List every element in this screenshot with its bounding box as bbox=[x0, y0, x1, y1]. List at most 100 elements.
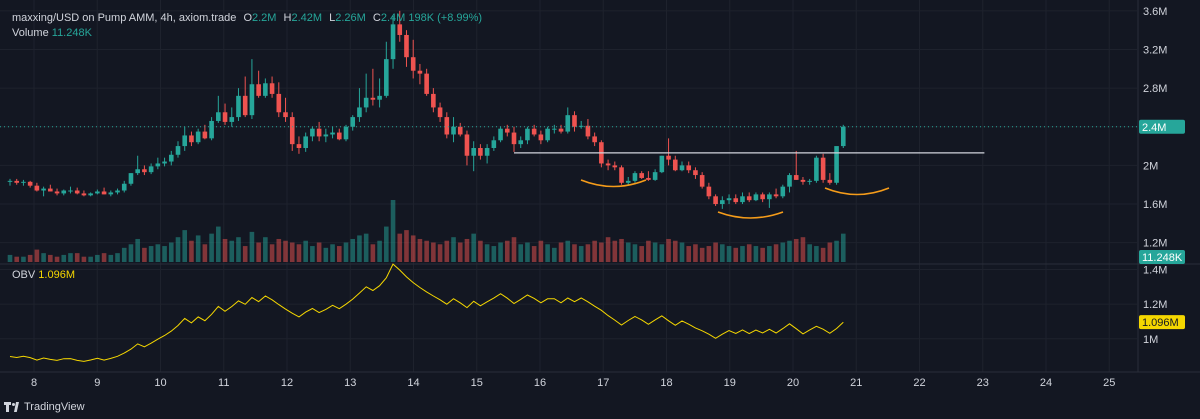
axes: 1.2M 1.6M 2M 2.4M 2.8M 3.2M 3.6M 1M 1.2M 1.4M 8 9 10… bbox=[31, 6, 1185, 389]
volume-bar bbox=[148, 246, 154, 262]
candle-body bbox=[558, 128, 564, 132]
open-value: 2.2M bbox=[252, 12, 277, 24]
volume-bar bbox=[767, 246, 772, 262]
high-value: 2.42M bbox=[291, 12, 323, 24]
candle-body bbox=[343, 126, 349, 140]
volume-bar bbox=[135, 238, 140, 262]
volume-bar bbox=[263, 237, 268, 262]
volume-bar bbox=[444, 240, 450, 262]
time-tick-label: 10 bbox=[154, 377, 166, 389]
volume-bar bbox=[431, 242, 436, 262]
volume-bar bbox=[216, 226, 221, 262]
candle-body bbox=[323, 134, 329, 137]
tradingview-label: TradingView bbox=[24, 401, 85, 413]
candle-body bbox=[464, 134, 470, 156]
time-tick-label: 9 bbox=[94, 377, 100, 389]
candle-body bbox=[209, 120, 214, 139]
candle-body bbox=[397, 24, 403, 35]
volume-bar bbox=[464, 238, 470, 262]
candle-body bbox=[269, 83, 275, 94]
candle-body bbox=[787, 175, 792, 187]
candle-body bbox=[471, 148, 476, 156]
volume-bar bbox=[121, 247, 127, 262]
candle-body bbox=[216, 112, 221, 121]
time-tick-label: 22 bbox=[913, 377, 925, 389]
candle-body bbox=[498, 128, 503, 141]
volume-bar bbox=[773, 244, 779, 262]
volume-bar bbox=[814, 246, 819, 262]
candle-body bbox=[746, 196, 752, 201]
volume-bar bbox=[397, 233, 403, 262]
candle-body bbox=[457, 126, 463, 135]
candle-body bbox=[706, 186, 712, 197]
volume-bar bbox=[81, 256, 87, 262]
time-tick-label: 14 bbox=[407, 377, 419, 389]
candle-body bbox=[88, 193, 93, 196]
volume-bar bbox=[666, 238, 671, 262]
volume-bar bbox=[478, 240, 483, 262]
candle-body bbox=[148, 166, 154, 173]
candle-body bbox=[263, 83, 268, 96]
volume-bar bbox=[88, 256, 93, 262]
candle-body bbox=[679, 165, 685, 171]
time-tick-label: 20 bbox=[787, 377, 799, 389]
candle-body bbox=[538, 134, 544, 141]
volume-bar bbox=[471, 233, 476, 262]
volume-bar bbox=[820, 247, 826, 262]
volume-bar bbox=[390, 200, 396, 262]
volume-bar bbox=[787, 240, 792, 262]
tradingview-logo-icon bbox=[4, 402, 20, 412]
volume-bar bbox=[256, 242, 261, 262]
time-tick-label: 23 bbox=[977, 377, 989, 389]
candle-body bbox=[451, 126, 456, 135]
volume-bar bbox=[424, 240, 429, 262]
volume-bar bbox=[48, 254, 53, 262]
volume-bar bbox=[632, 244, 638, 262]
arc-middle bbox=[717, 211, 784, 219]
low-value: 2.26M bbox=[335, 12, 366, 24]
volume-bar bbox=[840, 233, 846, 262]
volume-bar bbox=[659, 244, 665, 262]
candle-body bbox=[578, 125, 584, 127]
candle-body bbox=[115, 190, 120, 193]
obv-legend[interactable]: OBV 1.096M bbox=[12, 269, 75, 281]
candle-body bbox=[229, 117, 235, 122]
time-tick-label: 21 bbox=[850, 377, 862, 389]
candle-body bbox=[276, 93, 282, 113]
volume-bar bbox=[202, 244, 208, 262]
volume-bar bbox=[652, 242, 658, 262]
candle-body bbox=[101, 191, 107, 195]
volume-legend[interactable]: Volume 11.248K bbox=[12, 27, 92, 39]
volume-bar bbox=[807, 244, 812, 262]
candle-body bbox=[316, 128, 322, 137]
candle-body bbox=[518, 140, 524, 145]
volume-bar bbox=[195, 235, 201, 262]
last-price-tag-bg bbox=[1139, 119, 1185, 134]
candle-body bbox=[135, 169, 140, 174]
symbol-legend[interactable]: maxxing/USD on Pump AMM, 4h, axiom.trade… bbox=[12, 12, 482, 24]
volume-bar bbox=[142, 247, 147, 262]
candle-body bbox=[437, 107, 443, 118]
volume-bar bbox=[706, 246, 712, 262]
tradingview-brand[interactable]: TradingView bbox=[4, 401, 85, 413]
volume-bar bbox=[128, 244, 134, 262]
volume-bar bbox=[437, 244, 443, 262]
volume-bar bbox=[27, 254, 33, 262]
candle-body bbox=[478, 148, 483, 156]
candle-body bbox=[814, 157, 819, 181]
candle-body bbox=[632, 173, 638, 181]
volume-bar bbox=[115, 253, 120, 262]
volume-tag-bg bbox=[1139, 250, 1185, 264]
volume-bar bbox=[672, 240, 678, 262]
volume-bar bbox=[14, 256, 20, 262]
volume-bar bbox=[498, 242, 503, 262]
candle-body bbox=[310, 128, 315, 137]
volume-bar bbox=[679, 242, 685, 262]
candle-body bbox=[370, 97, 376, 100]
high-label: H bbox=[283, 12, 292, 24]
volume-bar bbox=[54, 256, 60, 262]
symbol-title[interactable]: maxxing/USD on Pump AMM, 4h, axiom.trade bbox=[12, 12, 237, 24]
candle-body bbox=[81, 193, 87, 196]
volume-bar bbox=[384, 226, 389, 262]
